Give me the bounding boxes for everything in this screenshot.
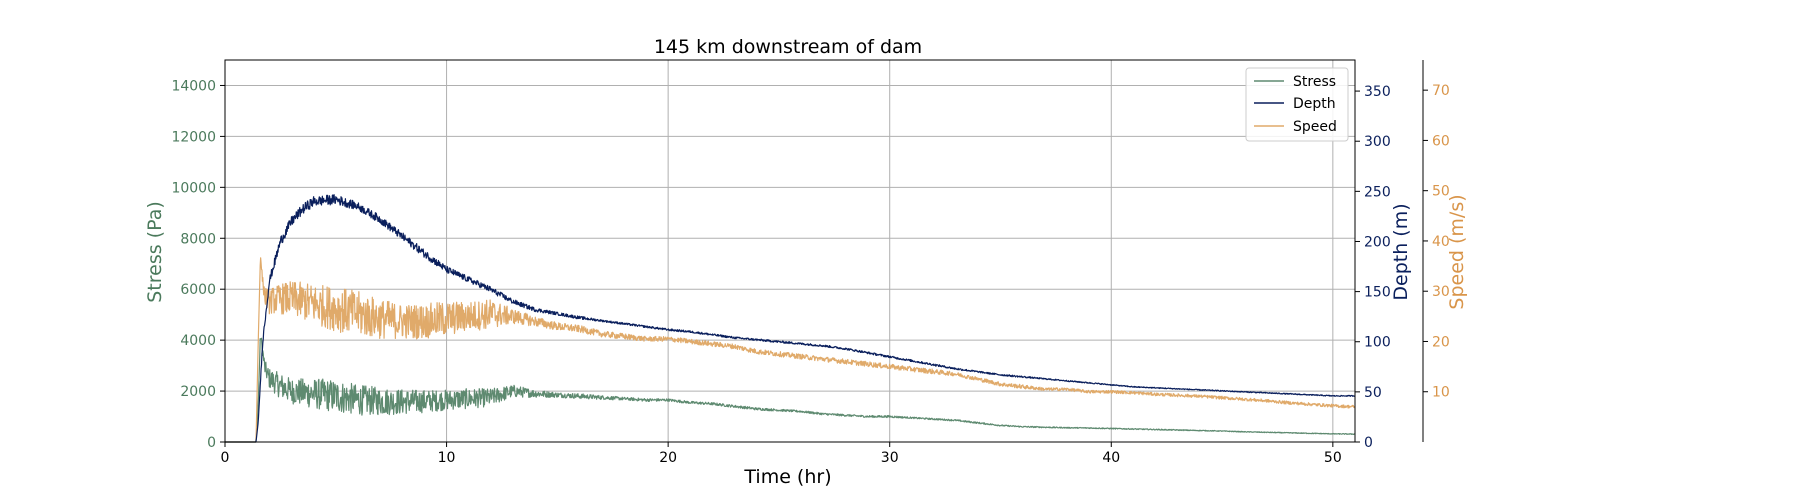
legend-label-depth: Depth xyxy=(1293,96,1336,112)
speed-tick-label: 20 xyxy=(1432,334,1450,350)
stress-tick-label: 2000 xyxy=(180,384,216,400)
stress-tick-label: 14000 xyxy=(171,78,216,94)
series-line-depth xyxy=(224,194,1356,443)
stress-axis: 0 2000 4000 6000 8000 10000 12000 14000 xyxy=(171,78,225,451)
x-tick-label: 20 xyxy=(659,450,677,466)
chart-title: 145 km downstream of dam xyxy=(654,36,922,58)
stress-tick-label: 0 xyxy=(207,435,216,451)
speed-axis: 10 20 30 40 50 60 70 xyxy=(1422,60,1450,442)
stress-tick-label: 8000 xyxy=(180,231,216,247)
x-axis: 0 10 20 30 40 50 xyxy=(221,442,1342,466)
depth-tick-label: 200 xyxy=(1364,234,1391,250)
depth-tick-label: 0 xyxy=(1364,435,1373,451)
x-axis-label: Time (hr) xyxy=(743,466,831,488)
depth-tick-label: 150 xyxy=(1364,285,1391,301)
legend-label-speed: Speed xyxy=(1293,119,1337,135)
stress-axis-label: Stress (Pa) xyxy=(144,201,166,303)
stress-tick-label: 4000 xyxy=(180,333,216,349)
stress-tick-label: 6000 xyxy=(180,282,216,298)
depth-axis-label: Depth (m) xyxy=(1390,203,1412,300)
plot-frame xyxy=(224,59,1356,443)
depth-tick-label: 50 xyxy=(1364,385,1382,401)
x-tick-label: 0 xyxy=(221,450,230,466)
depth-tick-label: 100 xyxy=(1364,335,1391,351)
speed-tick-label: 50 xyxy=(1432,184,1450,200)
series-line-speed xyxy=(224,257,1356,443)
legend: Stress Depth Speed xyxy=(1245,67,1349,142)
stress-tick-label: 10000 xyxy=(171,180,216,196)
x-tick-label: 30 xyxy=(881,450,899,466)
depth-tick-label: 300 xyxy=(1364,134,1391,150)
speed-axis-label: Speed (m/s) xyxy=(1446,194,1468,309)
x-tick-label: 50 xyxy=(1324,450,1342,466)
series-line-stress xyxy=(224,337,1356,443)
legend-label-stress: Stress xyxy=(1293,74,1336,90)
speed-tick-label: 70 xyxy=(1432,83,1450,99)
speed-tick-label: 40 xyxy=(1432,234,1450,250)
speed-tick-label: 60 xyxy=(1432,133,1450,149)
depth-tick-label: 250 xyxy=(1364,184,1391,200)
depth-axis: 0 50 100 150 200 250 300 350 xyxy=(1355,84,1391,451)
speed-tick-label: 30 xyxy=(1432,284,1450,300)
x-tick-label: 40 xyxy=(1102,450,1120,466)
series-layer xyxy=(224,194,1356,443)
speed-tick-label: 10 xyxy=(1432,385,1450,401)
depth-tick-label: 350 xyxy=(1364,84,1391,100)
legend-box xyxy=(1245,67,1349,142)
x-tick-label: 10 xyxy=(438,450,456,466)
stress-tick-label: 12000 xyxy=(171,129,216,145)
